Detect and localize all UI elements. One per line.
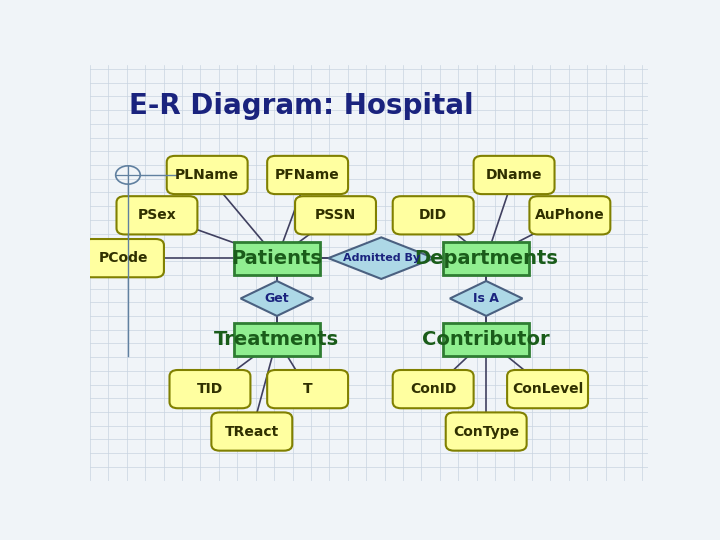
Text: ConType: ConType bbox=[453, 424, 519, 438]
Text: ConID: ConID bbox=[410, 382, 456, 396]
FancyBboxPatch shape bbox=[446, 413, 526, 451]
Text: AuPhone: AuPhone bbox=[535, 208, 605, 222]
Text: PLName: PLName bbox=[175, 168, 239, 182]
FancyBboxPatch shape bbox=[212, 413, 292, 451]
Text: PSSN: PSSN bbox=[315, 208, 356, 222]
Text: Is A: Is A bbox=[473, 292, 499, 305]
Text: Departments: Departments bbox=[414, 248, 558, 268]
FancyBboxPatch shape bbox=[117, 196, 197, 234]
FancyBboxPatch shape bbox=[169, 370, 251, 408]
FancyBboxPatch shape bbox=[295, 196, 376, 234]
FancyBboxPatch shape bbox=[392, 196, 474, 234]
Text: DName: DName bbox=[486, 168, 542, 182]
FancyBboxPatch shape bbox=[507, 370, 588, 408]
Text: PFName: PFName bbox=[275, 168, 340, 182]
FancyBboxPatch shape bbox=[474, 156, 554, 194]
Text: E-R Diagram: Hospital: E-R Diagram: Hospital bbox=[129, 92, 474, 120]
Text: Treatments: Treatments bbox=[215, 330, 340, 349]
FancyBboxPatch shape bbox=[234, 241, 320, 275]
FancyBboxPatch shape bbox=[267, 370, 348, 408]
Text: TReact: TReact bbox=[225, 424, 279, 438]
Polygon shape bbox=[240, 281, 313, 316]
FancyBboxPatch shape bbox=[83, 239, 164, 277]
FancyBboxPatch shape bbox=[234, 322, 320, 356]
Text: PCode: PCode bbox=[99, 251, 148, 265]
Text: Get: Get bbox=[265, 292, 289, 305]
FancyBboxPatch shape bbox=[167, 156, 248, 194]
Text: DID: DID bbox=[419, 208, 447, 222]
FancyBboxPatch shape bbox=[443, 322, 529, 356]
Text: Contributor: Contributor bbox=[423, 330, 550, 349]
FancyBboxPatch shape bbox=[267, 156, 348, 194]
Polygon shape bbox=[328, 238, 434, 279]
FancyBboxPatch shape bbox=[392, 370, 474, 408]
Polygon shape bbox=[450, 281, 523, 316]
Text: ConLevel: ConLevel bbox=[512, 382, 583, 396]
Text: PSex: PSex bbox=[138, 208, 176, 222]
FancyBboxPatch shape bbox=[443, 241, 529, 275]
Text: Patients: Patients bbox=[232, 248, 323, 268]
FancyBboxPatch shape bbox=[529, 196, 611, 234]
Text: T: T bbox=[303, 382, 312, 396]
Text: TID: TID bbox=[197, 382, 223, 396]
Text: Admitted By: Admitted By bbox=[343, 253, 420, 263]
